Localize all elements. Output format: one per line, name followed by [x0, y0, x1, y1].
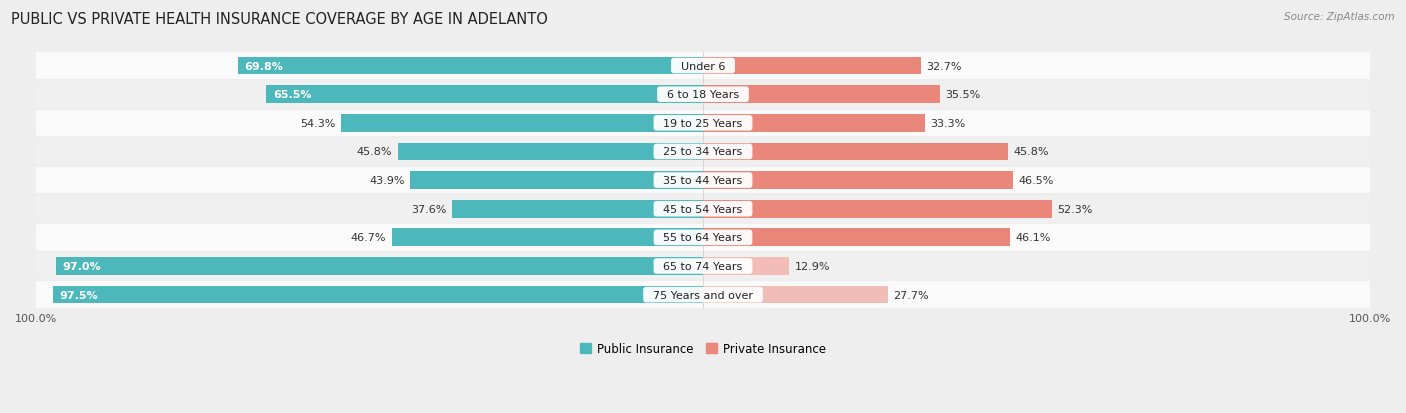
Text: 65.5%: 65.5%	[273, 90, 311, 100]
Text: 33.3%: 33.3%	[931, 119, 966, 128]
Bar	[703, 257, 789, 275]
Bar	[703, 57, 921, 75]
Text: Source: ZipAtlas.com: Source: ZipAtlas.com	[1284, 12, 1395, 22]
Text: 43.9%: 43.9%	[370, 176, 405, 186]
Text: 6 to 18 Years: 6 to 18 Years	[659, 90, 747, 100]
Text: 19 to 25 Years: 19 to 25 Years	[657, 119, 749, 128]
Text: 45.8%: 45.8%	[1014, 147, 1049, 157]
Bar	[703, 143, 1008, 161]
Text: 35.5%: 35.5%	[945, 90, 980, 100]
FancyBboxPatch shape	[37, 138, 1369, 166]
Bar	[453, 200, 703, 218]
FancyBboxPatch shape	[37, 252, 1369, 280]
Text: Under 6: Under 6	[673, 62, 733, 71]
Text: PUBLIC VS PRIVATE HEALTH INSURANCE COVERAGE BY AGE IN ADELANTO: PUBLIC VS PRIVATE HEALTH INSURANCE COVER…	[11, 12, 548, 27]
Text: 46.5%: 46.5%	[1018, 176, 1054, 186]
Text: 55 to 64 Years: 55 to 64 Years	[657, 233, 749, 243]
Bar	[53, 286, 703, 304]
Text: 27.7%: 27.7%	[893, 290, 929, 300]
Text: 97.5%: 97.5%	[59, 290, 98, 300]
Bar	[703, 86, 939, 104]
Legend: Public Insurance, Private Insurance: Public Insurance, Private Insurance	[575, 337, 831, 360]
FancyBboxPatch shape	[37, 109, 1369, 138]
Text: 52.3%: 52.3%	[1057, 204, 1092, 214]
Text: 37.6%: 37.6%	[412, 204, 447, 214]
Text: 45.8%: 45.8%	[357, 147, 392, 157]
Bar	[266, 86, 703, 104]
Text: 46.1%: 46.1%	[1015, 233, 1052, 243]
Bar	[703, 115, 925, 133]
Text: 12.9%: 12.9%	[794, 261, 830, 271]
Text: 65 to 74 Years: 65 to 74 Years	[657, 261, 749, 271]
Bar	[56, 257, 703, 275]
Bar	[411, 172, 703, 190]
Text: 45 to 54 Years: 45 to 54 Years	[657, 204, 749, 214]
FancyBboxPatch shape	[37, 195, 1369, 223]
FancyBboxPatch shape	[37, 280, 1369, 309]
Bar	[391, 229, 703, 247]
Text: 97.0%: 97.0%	[63, 261, 101, 271]
Bar	[703, 200, 1052, 218]
Text: 54.3%: 54.3%	[299, 119, 336, 128]
Bar	[703, 229, 1011, 247]
Bar	[703, 172, 1014, 190]
Text: 46.7%: 46.7%	[350, 233, 387, 243]
Bar	[238, 57, 703, 75]
FancyBboxPatch shape	[37, 166, 1369, 195]
Text: 32.7%: 32.7%	[927, 62, 962, 71]
Text: 75 Years and over: 75 Years and over	[645, 290, 761, 300]
Text: 35 to 44 Years: 35 to 44 Years	[657, 176, 749, 186]
Text: 69.8%: 69.8%	[245, 62, 283, 71]
Text: 25 to 34 Years: 25 to 34 Years	[657, 147, 749, 157]
Bar	[340, 115, 703, 133]
Bar	[703, 286, 887, 304]
Bar	[398, 143, 703, 161]
FancyBboxPatch shape	[37, 223, 1369, 252]
FancyBboxPatch shape	[37, 81, 1369, 109]
FancyBboxPatch shape	[37, 52, 1369, 81]
